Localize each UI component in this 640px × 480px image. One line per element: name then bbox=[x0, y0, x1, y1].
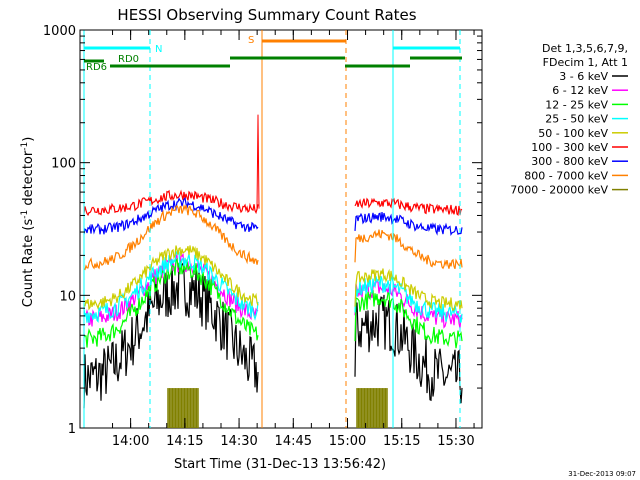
legend: Det 1,3,5,6,7,9,FDecim 1, Att 13 - 6 keV… bbox=[510, 42, 628, 197]
y-tick-label: 10 bbox=[59, 289, 76, 304]
series-line bbox=[83, 245, 259, 311]
legend-header: Det 1,3,5,6,7,9, bbox=[542, 42, 628, 55]
y-axis-label-mid: detector bbox=[21, 150, 36, 210]
x-tick-label: 14:30 bbox=[220, 434, 257, 449]
series-line bbox=[83, 260, 259, 409]
series-line bbox=[354, 294, 463, 404]
x-tick-label: 14:45 bbox=[275, 434, 312, 449]
x-tick-label: 14:00 bbox=[112, 434, 149, 449]
x-tick-label: 15:00 bbox=[329, 434, 366, 449]
y-axis-label-sup-1: -1 bbox=[20, 210, 30, 219]
legend-entry-label: 100 - 300 keV bbox=[531, 141, 608, 154]
series-line bbox=[83, 203, 259, 271]
x-tick-label: 15:15 bbox=[383, 434, 420, 449]
annotation-rd0: RD0 bbox=[118, 54, 139, 65]
legend-entry-label: 300 - 800 keV bbox=[531, 155, 608, 168]
series-line bbox=[354, 275, 463, 323]
y-tick-label: 1 bbox=[68, 422, 76, 437]
series-line bbox=[354, 212, 463, 236]
legend-entry-label: 3 - 6 keV bbox=[559, 70, 608, 83]
series-line bbox=[354, 197, 463, 216]
y-tick-label: 100 bbox=[51, 157, 76, 172]
annotation-n: N bbox=[155, 44, 162, 55]
series-line bbox=[83, 249, 259, 323]
y-axis: 1 10 100 1000 bbox=[43, 24, 482, 437]
annotation-s: S bbox=[248, 35, 254, 46]
legend-entry-label: 800 - 7000 keV bbox=[524, 169, 608, 182]
x-axis-label: Start Time (31-Dec-13 13:56:42) bbox=[174, 457, 386, 472]
series-line bbox=[354, 268, 463, 312]
plot-area: N S RD0 RD6 bbox=[79, 29, 483, 429]
legend-entry-label: 25 - 50 keV bbox=[545, 113, 608, 126]
y-axis-label-sup-2: -1 bbox=[20, 142, 30, 151]
chart-title: HESSI Observing Summary Count Rates bbox=[117, 6, 416, 24]
series-spike bbox=[256, 114, 260, 209]
x-tick-label: 14:15 bbox=[166, 434, 203, 449]
series-line bbox=[83, 257, 259, 348]
annotation-rd6: RD6 bbox=[86, 62, 107, 73]
series-line bbox=[354, 290, 463, 349]
legend-entry-label: 50 - 100 keV bbox=[538, 127, 608, 140]
legend-entry-label: 6 - 12 keV bbox=[552, 84, 608, 97]
footer-timestamp: 31-Dec-2013 09:07 bbox=[568, 470, 636, 478]
x-tick-label: 15:30 bbox=[437, 434, 474, 449]
legend-header: FDecim 1, Att 1 bbox=[543, 56, 628, 69]
series-line bbox=[354, 229, 463, 270]
y-axis-label-end: ) bbox=[21, 137, 36, 142]
legend-entry-label: 7000 - 20000 keV bbox=[510, 184, 608, 197]
series-line bbox=[83, 197, 259, 235]
y-axis-label: Count Rate (s-1 detector-1) bbox=[20, 137, 36, 308]
legend-entry-label: 12 - 25 keV bbox=[545, 98, 608, 111]
series-line bbox=[83, 189, 259, 217]
y-tick-label: 1000 bbox=[43, 24, 76, 39]
y-axis-label-main: Count Rate (s bbox=[21, 219, 36, 308]
x-axis: 14:00 14:15 14:30 14:45 15:00 15:15 15:30 bbox=[112, 30, 475, 449]
plot-frame bbox=[79, 29, 483, 429]
